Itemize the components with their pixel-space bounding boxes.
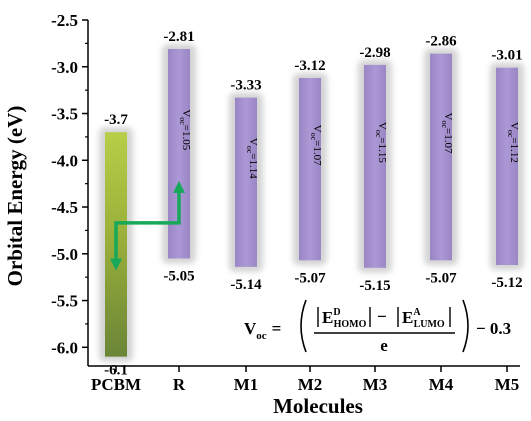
- equation-right-paren: [462, 299, 469, 353]
- equation-left-paren: [300, 299, 307, 353]
- equation-numerator-b: EA LUMO: [402, 307, 445, 330]
- energy-bar-m5: [496, 67, 518, 266]
- arrow-head-down: [110, 258, 122, 271]
- x-tick-label-m5: M5: [495, 375, 520, 394]
- lumo-label-m4: -2.86: [425, 34, 457, 50]
- lumo-label-pcbm: -3.7: [104, 112, 128, 128]
- homo-label-m4: -5.07: [425, 270, 457, 286]
- energy-bar-m1: [235, 97, 257, 267]
- axes-layer: [87, 20, 520, 367]
- y-tick-label: -5.0: [51, 245, 78, 264]
- x-axis-label: Molecules: [273, 394, 363, 418]
- x-tick-label-m1: M1: [234, 375, 259, 394]
- x-tick-label-m2: M2: [298, 375, 323, 394]
- homo-label-m3: -5.15: [359, 278, 390, 294]
- value-labels-layer: -3.7-6.1-2.81-5.05Voc=1.05-3.33-5.14Voc=…: [104, 29, 523, 379]
- x-tick-label-m4: M4: [429, 375, 454, 394]
- y-ticks-layer: -2.5 -3.0 -3.5 -4.0 -4.5 -5.0 -5.5 -6.0: [51, 11, 88, 357]
- lumo-label-r: -2.81: [163, 29, 194, 45]
- x-ticks-layer: PCBM R M1 M2 M3 M4 M5: [91, 366, 519, 394]
- voc-equation: Voc = ED HOMO − EA LUMO e − 0.3: [244, 299, 511, 355]
- homo-label-m5: -5.12: [491, 275, 522, 291]
- energy-bar-m4: [430, 53, 452, 261]
- voc-label-m2: Voc=1.07: [309, 125, 323, 166]
- y-tick-label: -4.5: [51, 198, 78, 217]
- x-tick-label-r: R: [173, 375, 186, 394]
- arrow-head-up: [173, 180, 185, 193]
- x-tick-label-m3: M3: [363, 375, 388, 394]
- equation-numerator-a: ED HOMO: [322, 307, 367, 330]
- y-tick-label: -6.0: [51, 338, 78, 357]
- homo-label-r: -5.05: [163, 268, 194, 284]
- voc-label-m1: Voc=1.14: [245, 138, 259, 179]
- lumo-label-m1: -3.33: [230, 78, 261, 94]
- bars-layer: [99, 43, 524, 362]
- energy-bar-m2: [299, 77, 321, 261]
- equation-tail: − 0.3: [476, 319, 511, 338]
- y-tick-label: -5.5: [51, 292, 78, 311]
- equation-denominator: e: [380, 336, 388, 355]
- lumo-label-m3: -2.98: [359, 45, 390, 61]
- y-axis-label: Orbital Energy (eV): [3, 106, 27, 287]
- lumo-label-m5: -3.01: [491, 48, 522, 64]
- energy-bar-r: [168, 48, 190, 259]
- arrow-horizontal-segment: [114, 190, 181, 261]
- x-tick-label-pcbm: PCBM: [91, 375, 141, 394]
- voc-label-m5: Voc=1.12: [506, 122, 520, 163]
- equation-lhs: Voc =: [244, 319, 281, 342]
- y-tick-label: -3.5: [51, 105, 78, 124]
- y-tick-label: -2.5: [51, 11, 78, 30]
- energy-bar-m3: [364, 64, 386, 268]
- lumo-label-m2: -3.12: [294, 58, 325, 74]
- voc-label-m3: Voc=1.15: [374, 122, 388, 163]
- y-tick-label: -4.0: [51, 151, 78, 170]
- voc-label-m4: Voc=1.07: [440, 113, 454, 154]
- homo-label-m2: -5.07: [294, 270, 326, 286]
- voc-label-r: Voc=1.05: [178, 109, 192, 150]
- homo-label-m1: -5.14: [230, 277, 262, 293]
- charge-transfer-arrow: [110, 180, 185, 271]
- y-tick-label: -3.0: [51, 58, 78, 77]
- equation-minus: −: [377, 307, 387, 326]
